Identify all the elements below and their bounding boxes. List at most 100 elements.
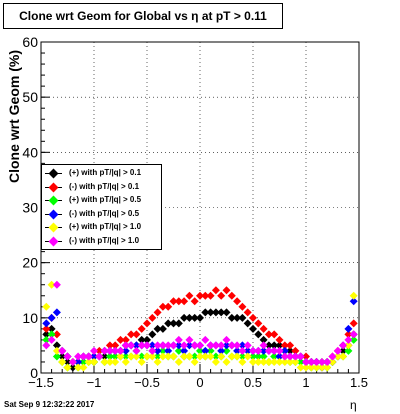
data-point [206, 341, 215, 350]
data-point [79, 357, 88, 366]
data-point [280, 352, 289, 361]
data-point [153, 352, 162, 361]
data-point [291, 352, 300, 361]
data-point [222, 286, 231, 295]
legend-marker [48, 209, 59, 219]
data-point [339, 346, 348, 355]
data-point [174, 346, 183, 355]
data-point [328, 357, 337, 366]
data-point [143, 352, 151, 361]
data-point [312, 357, 321, 366]
data-point [137, 341, 146, 350]
data-point [47, 313, 56, 322]
data-point [201, 346, 210, 355]
timestamp-footer: Sat Sep 9 12:32:22 2017 [4, 400, 95, 409]
data-point [148, 330, 157, 339]
data-point [42, 330, 51, 339]
data-point [68, 357, 77, 366]
data-point [349, 335, 358, 344]
data-point [344, 324, 353, 333]
data-point [42, 341, 51, 350]
data-point [148, 352, 157, 361]
legend-label: (+) with pT/|q| > 1.0 [69, 222, 142, 231]
data-point [317, 363, 326, 372]
data-point [291, 357, 300, 366]
data-point [137, 335, 146, 344]
y-axis-label: Clone wrt Geom (%) [6, 49, 22, 183]
y-tick-label: 0 [30, 365, 38, 381]
data-point [185, 335, 194, 344]
data-point [243, 352, 252, 361]
data-point [52, 352, 61, 361]
data-point [158, 341, 167, 350]
data-point [259, 357, 268, 366]
data-point [259, 324, 268, 333]
data-point [344, 335, 353, 344]
legend-label: (+) with pT/|q| > 0.5 [69, 195, 142, 204]
data-point [121, 346, 130, 355]
data-point [238, 352, 247, 361]
data-point [275, 357, 284, 366]
data-points-group [42, 280, 358, 372]
data-point [42, 324, 51, 333]
data-point [127, 330, 136, 339]
data-point [68, 363, 77, 372]
data-point [254, 346, 263, 355]
y-tick-label: 40 [22, 144, 38, 160]
data-point [111, 352, 120, 361]
data-point [259, 346, 268, 355]
data-point [100, 346, 109, 355]
data-point [254, 319, 263, 328]
data-point [174, 335, 183, 344]
data-point [233, 346, 242, 355]
legend: (+) with pT/|q| > 0.1 (-) with pT/|q| > … [41, 164, 162, 250]
legend-marker [48, 182, 59, 192]
data-point [217, 352, 226, 361]
data-point [116, 346, 125, 355]
x-tick-label: 1.5 [350, 375, 368, 390]
data-point [264, 357, 273, 366]
data-point [254, 352, 263, 361]
legend-label: (-) with pT/|q| > 0.5 [69, 208, 140, 218]
data-point [328, 352, 337, 361]
data-point [164, 302, 173, 311]
data-point [84, 357, 93, 366]
data-point [233, 297, 242, 306]
data-point [344, 346, 353, 355]
legend-label: (+) with pT/|q| > 0.1 [69, 168, 142, 177]
data-point [42, 302, 51, 311]
data-point [63, 357, 72, 366]
data-point [249, 352, 257, 361]
data-point [201, 308, 210, 317]
data-point [249, 346, 257, 355]
data-point [74, 363, 83, 372]
data-point [180, 346, 189, 355]
data-point [90, 346, 98, 355]
data-point [58, 352, 67, 361]
legend-marker [48, 195, 59, 206]
data-point [185, 313, 194, 322]
data-point [206, 291, 215, 300]
data-point [270, 357, 279, 366]
data-point [52, 341, 61, 350]
data-point [222, 357, 231, 366]
data-point [349, 319, 358, 328]
data-point [90, 352, 98, 361]
data-point [259, 341, 268, 350]
data-point [217, 346, 226, 355]
data-point [339, 352, 348, 361]
data-point [270, 346, 279, 355]
data-point [190, 297, 199, 306]
data-point [243, 308, 252, 317]
data-point [121, 341, 130, 350]
data-point [174, 319, 183, 328]
data-point [164, 341, 173, 350]
data-point [259, 352, 268, 361]
legend-entry: (+) with pT/|q| > 1.0 [42, 221, 161, 234]
data-point [42, 319, 51, 328]
data-point [249, 324, 257, 333]
data-point [233, 352, 242, 361]
data-point [275, 352, 284, 361]
data-point [280, 357, 289, 366]
data-point [105, 352, 114, 361]
